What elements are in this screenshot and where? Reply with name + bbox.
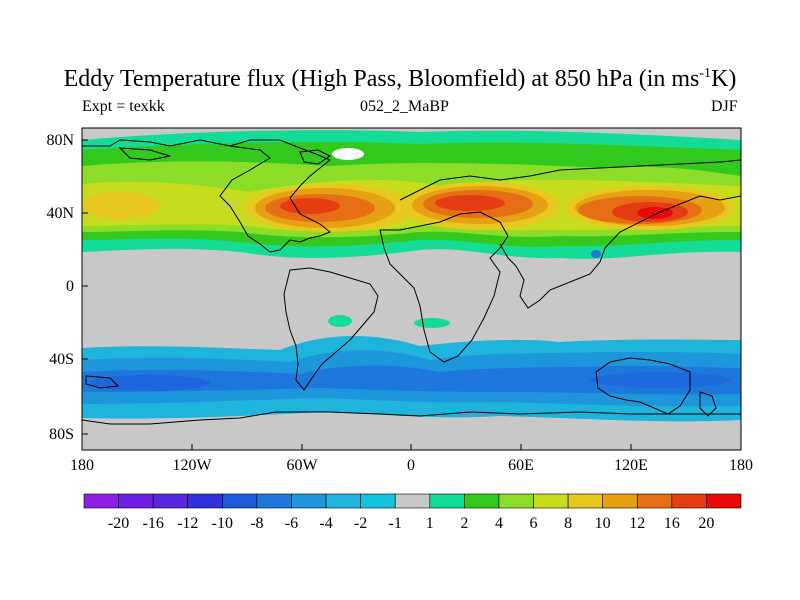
colorbar-swatch	[187, 493, 223, 509]
lon-label: 120E	[614, 457, 648, 474]
colorbar-swatch	[429, 493, 465, 509]
colorbar-label: -2	[354, 515, 367, 532]
colorbar-swatch	[706, 493, 742, 509]
colorbar-swatch	[256, 493, 292, 509]
lon-label: 180	[729, 457, 753, 474]
colorbar-label: -1	[389, 515, 402, 532]
lon-label: 180	[70, 457, 94, 474]
colorbar-label: 8	[564, 515, 572, 532]
colorbar-swatch	[325, 493, 361, 509]
run-label: 052_2_MaBP	[360, 98, 449, 115]
new-zealand-outline	[699, 391, 717, 417]
colorbar-label: 16	[664, 515, 680, 532]
colorbar-swatch	[567, 493, 603, 509]
colorbar-swatch	[671, 493, 707, 509]
lon-label: 60E	[508, 457, 534, 474]
africa-outline	[379, 211, 509, 363]
north-america-outline	[82, 139, 331, 253]
lon-label: 60W	[286, 457, 318, 474]
eurasia-outline	[399, 159, 741, 309]
colorbar-label: 12	[629, 515, 645, 532]
colorbar-label: -20	[108, 515, 129, 532]
colorbar-label: -8	[250, 515, 263, 532]
colorbar-label: -10	[212, 515, 233, 532]
axis-ticks	[81, 139, 742, 450]
lat-label: 40S	[49, 351, 74, 368]
colorbar-label: -4	[319, 515, 332, 532]
coastlines	[82, 139, 741, 425]
colorbar-label: -16	[142, 515, 163, 532]
experiment-label: Expt = texkk	[82, 98, 165, 115]
colorbar-swatch	[394, 493, 431, 509]
lat-label: 80N	[46, 132, 74, 149]
colorbar-swatch	[152, 493, 189, 509]
colorbar-swatch	[291, 493, 327, 509]
lon-label: 0	[407, 457, 415, 474]
latitude-labels: 80N 40N 0 40S 80S	[46, 132, 74, 443]
arctic-islands-outline	[118, 147, 331, 165]
season-label: DJF	[711, 98, 738, 115]
colorbar-label: 20	[698, 515, 714, 532]
colorbar-label: 4	[495, 515, 503, 532]
south-america-outline	[283, 267, 379, 391]
lat-label: 0	[66, 278, 74, 295]
map-title: Eddy Temperature flux (High Pass, Bloomf…	[63, 66, 737, 92]
missing-data-patch	[332, 148, 364, 160]
colorbar-swatch	[360, 493, 396, 509]
colorbar-swatch	[83, 493, 119, 509]
lon-label: 120W	[172, 457, 212, 474]
colorbar-swatch	[636, 493, 673, 509]
colorbar-swatch	[602, 493, 638, 509]
colorbar-label: 10	[595, 515, 611, 532]
colorbar-label: 1	[426, 515, 434, 532]
australia-outline	[595, 357, 691, 415]
map-plot-area	[82, 128, 741, 450]
colorbar: -20 -16 -12 -10 -8 -6 -4 -2 -1 1 2 4 6 8 10 12 16 20	[83, 493, 742, 532]
colorbar-swatch	[533, 493, 569, 509]
colorbar-swatch	[222, 493, 258, 509]
colorbar-swatch	[118, 493, 154, 509]
lat-label: 80S	[49, 426, 74, 443]
lat-label: 40N	[46, 205, 74, 222]
pacific-island-outline	[85, 375, 120, 389]
colorbar-label: -6	[285, 515, 298, 532]
colorbar-label: 2	[460, 515, 468, 532]
colorbar-label: 6	[530, 515, 538, 532]
colorbar-swatch	[498, 493, 534, 509]
southern-flux-field	[82, 336, 741, 422]
colorbar-label: -12	[177, 515, 198, 532]
antarctica-outline	[82, 411, 741, 425]
longitude-labels: 180 120W 60W 0 60E 120E 180	[70, 457, 753, 474]
colorbar-swatch	[464, 493, 500, 509]
